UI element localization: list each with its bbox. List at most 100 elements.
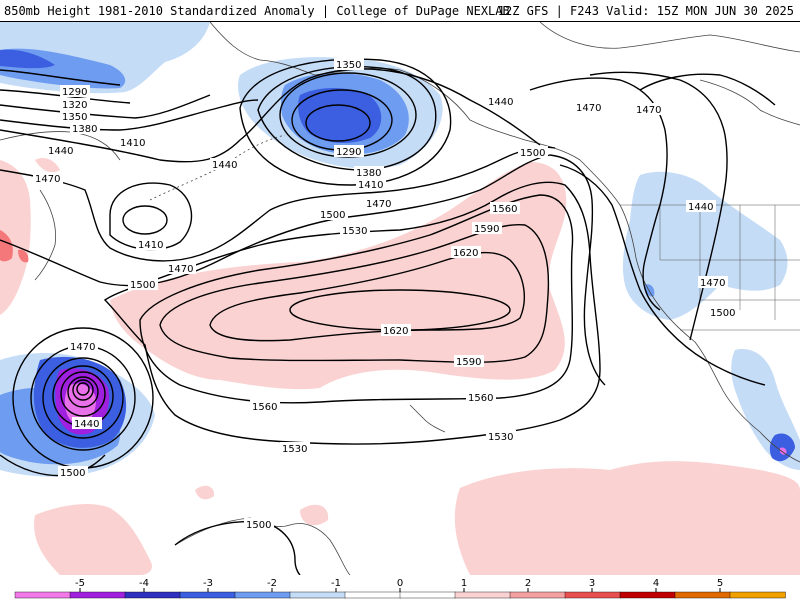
coastlines bbox=[0, 22, 800, 575]
contour-1590 bbox=[159, 223, 550, 363]
north-america-coast bbox=[524, 139, 800, 463]
contour-label: 1590 bbox=[456, 357, 481, 368]
colorbar-labels: -5 -4 -3 -2 -1 0 1 2 3 4 5 bbox=[75, 578, 723, 592]
contour-1380-nw bbox=[0, 99, 259, 131]
contour-1440-main bbox=[0, 68, 541, 163]
contour-label: 1620 bbox=[383, 326, 408, 337]
contour-label: 1500 bbox=[246, 520, 271, 531]
colorbar-tick-label: -4 bbox=[139, 578, 149, 589]
colorbar-tick-label: 4 bbox=[653, 578, 659, 589]
strong-positive-anomaly bbox=[0, 230, 29, 263]
contour-label: 1500 bbox=[520, 148, 545, 159]
contour-label: 1500 bbox=[320, 210, 345, 221]
negative-anomaly-layer bbox=[0, 22, 800, 477]
contour-label: 1470 bbox=[366, 199, 391, 210]
typhoon-ring-8 bbox=[76, 382, 90, 396]
colorbar-swatch bbox=[399, 591, 456, 599]
colorbar-tick-label: 5 bbox=[717, 578, 723, 589]
contour-label: 1470 bbox=[168, 264, 193, 275]
contour-1410-small bbox=[122, 205, 168, 235]
contour-label: 1410 bbox=[358, 180, 383, 191]
south-small-anomaly-2 bbox=[300, 504, 329, 526]
colorbar-tick-label: -5 bbox=[75, 578, 85, 589]
contour-label: 1440 bbox=[212, 160, 237, 171]
colorbar-tick-label: 0 bbox=[397, 578, 403, 589]
contour-label: 1500 bbox=[60, 468, 85, 479]
hawaii bbox=[409, 404, 446, 433]
contour-1500-south bbox=[174, 520, 301, 575]
contour-label: 1440 bbox=[48, 146, 73, 157]
contour-labels: 1290 1320 1350 1380 1410 1440 1470 1500 … bbox=[33, 58, 738, 531]
weather-map: 1290 1320 1350 1380 1410 1440 1470 1500 … bbox=[0, 22, 800, 575]
contour-label: 1290 bbox=[336, 147, 361, 158]
colorbar-swatch bbox=[674, 591, 731, 599]
northwest-anomaly bbox=[35, 158, 60, 173]
typhoon-ring-5 bbox=[60, 371, 106, 417]
contour-1530-main bbox=[103, 181, 601, 445]
contour-label: 1350 bbox=[336, 60, 361, 71]
contour-1470-main bbox=[0, 146, 556, 262]
colorbar-tick-label: -2 bbox=[267, 578, 277, 589]
typhoon-ring-7 bbox=[72, 379, 94, 401]
contour-label: 1530 bbox=[282, 444, 307, 455]
baja-medium bbox=[769, 433, 795, 462]
contour-label: 1470 bbox=[35, 174, 60, 185]
west-edge-strong bbox=[0, 230, 13, 262]
colorbar-swatch bbox=[124, 591, 181, 599]
run-info: 12Z GFS | F243 Valid: 15Z MON JUN 30 202… bbox=[497, 4, 794, 18]
west-typhoon-eye bbox=[64, 383, 96, 425]
contour-1350-nw bbox=[0, 94, 211, 119]
south-anomaly bbox=[34, 504, 152, 575]
colorbar-swatch bbox=[14, 591, 71, 599]
contour-label: 1560 bbox=[252, 402, 277, 413]
west-edge-anomaly bbox=[0, 160, 31, 315]
contour-1440-na bbox=[529, 77, 668, 311]
colorbar-swatch bbox=[729, 591, 786, 599]
contour-1380-ak bbox=[257, 65, 437, 171]
contour-label: 1500 bbox=[130, 280, 155, 291]
contour-label: 1380 bbox=[72, 124, 97, 135]
colorbar-tick-label: 3 bbox=[589, 578, 595, 589]
contour-label: 1290 bbox=[62, 87, 87, 98]
typhoon-ring-6 bbox=[67, 376, 99, 408]
asia-coast bbox=[0, 131, 121, 161]
contour-label: 1350 bbox=[62, 112, 87, 123]
map-header: 850mb Height 1981-2010 Standardized Anom… bbox=[0, 0, 800, 22]
contour-label: 1410 bbox=[138, 240, 163, 251]
colorbar-swatch bbox=[344, 591, 401, 599]
contour-label: 1470 bbox=[576, 103, 601, 114]
colorbar-tick-label: -3 bbox=[203, 578, 213, 589]
baja-core bbox=[779, 447, 787, 455]
colorbar-tick-label: 1 bbox=[461, 578, 467, 589]
colorbar-swatch bbox=[234, 591, 291, 599]
contour-1410-ak bbox=[239, 58, 452, 186]
colorbar-tick-label: -1 bbox=[331, 578, 341, 589]
map-title: 850mb Height 1981-2010 Standardized Anom… bbox=[4, 4, 510, 18]
contour-label: 1530 bbox=[488, 432, 513, 443]
contour-label: 1470 bbox=[70, 342, 95, 353]
contour-label: 1590 bbox=[474, 224, 499, 235]
colorbar-swatch bbox=[509, 591, 566, 599]
gulf-alaska-low-strong bbox=[298, 87, 382, 143]
colorbar-tick-label: 2 bbox=[525, 578, 531, 589]
aleutian-chain bbox=[149, 134, 286, 201]
contour-label: 1530 bbox=[342, 226, 367, 237]
hudson-area bbox=[699, 79, 800, 126]
contour-label: 1320 bbox=[62, 100, 87, 111]
canada-islands bbox=[539, 22, 800, 53]
northwest-trough-strong bbox=[0, 49, 55, 69]
contour-label: 1440 bbox=[488, 97, 513, 108]
contour-label: 1500 bbox=[710, 308, 735, 319]
colorbar-swatch bbox=[564, 591, 621, 599]
colorbar-swatch bbox=[289, 591, 346, 599]
contour-1290 bbox=[305, 104, 371, 142]
contour-label: 1380 bbox=[356, 168, 381, 179]
contour-1290-nw bbox=[0, 69, 121, 86]
typhoon-ring-3 bbox=[42, 357, 124, 439]
contour-label: 1620 bbox=[453, 248, 478, 259]
color-scale-bar: -5 -4 -3 -2 -1 0 1 2 3 4 5 bbox=[0, 575, 800, 600]
contour-label: 1440 bbox=[74, 419, 99, 430]
colorbar-swatch bbox=[619, 591, 676, 599]
colorbar-swatches bbox=[14, 591, 786, 599]
contour-1500-na bbox=[559, 164, 766, 386]
